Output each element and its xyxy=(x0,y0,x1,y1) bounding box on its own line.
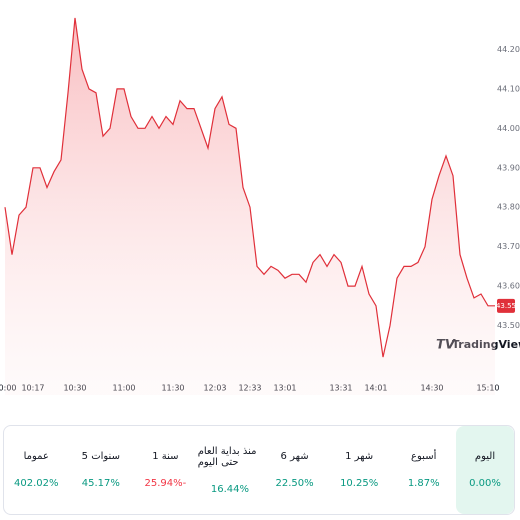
performance-cell[interactable]: 1 سنة 25.94%- xyxy=(133,426,198,514)
performance-cell[interactable]: اليوم 0.00% xyxy=(456,426,514,514)
y-tick-label: 44.10 xyxy=(497,84,520,93)
y-tick-label: 43.70 xyxy=(497,242,520,251)
period-label: منذ بداية العام حتى اليوم xyxy=(197,445,257,468)
performance-cell[interactable]: منذ بداية العام حتى اليوم 16.44% xyxy=(198,426,263,514)
y-tick-label: 44.20 xyxy=(497,45,520,54)
y-tick-label: 43.90 xyxy=(497,163,520,172)
performance-cell[interactable]: 6 شهر 22.50% xyxy=(262,426,327,514)
chart: 𝙏𝙑 TradingView 43.5043.6043.7043.8043.90… xyxy=(0,17,520,396)
period-return: 10.25% xyxy=(340,478,379,489)
performance-cell[interactable]: عموما 402.02% xyxy=(4,426,69,514)
y-tick-label: 44.00 xyxy=(497,124,520,133)
y-tick-label: 43.50 xyxy=(497,321,520,330)
period-label: 6 شهر xyxy=(280,451,309,462)
performance-cell[interactable]: أسبوع 1.87% xyxy=(391,426,456,514)
period-return: 0.00% xyxy=(469,478,501,489)
period-label: 1 سنة xyxy=(152,451,179,462)
period-return: 16.44% xyxy=(210,483,250,495)
period-label: 1 شهر xyxy=(345,451,374,462)
period-return: 22.50% xyxy=(275,478,314,489)
performance-table: اليوم 0.00% أسبوع 1.87% 1 شهر 10.25% 6 شهر 22.5… xyxy=(3,425,515,515)
performance-cell[interactable]: 1 شهر 10.25% xyxy=(327,426,392,514)
y-tick-label: 43.60 xyxy=(497,282,520,291)
y-tick-label: 43.80 xyxy=(497,203,520,212)
performance-cell[interactable]: 5 سنوات 45.17% xyxy=(69,426,134,514)
period-return: 1.87% xyxy=(407,478,440,489)
period-return: 402.02% xyxy=(13,478,59,489)
period-label: 5 سنوات xyxy=(81,451,120,462)
last-price-label: 43.55 xyxy=(496,302,516,310)
price-line xyxy=(4,17,495,358)
period-return: 25.94%- xyxy=(144,478,187,489)
period-label: أسبوع xyxy=(411,451,437,462)
last-price-box xyxy=(497,298,515,313)
period-label: اليوم xyxy=(474,451,496,462)
period-return: 45.17% xyxy=(81,478,120,489)
period-label: عموما xyxy=(23,451,49,462)
